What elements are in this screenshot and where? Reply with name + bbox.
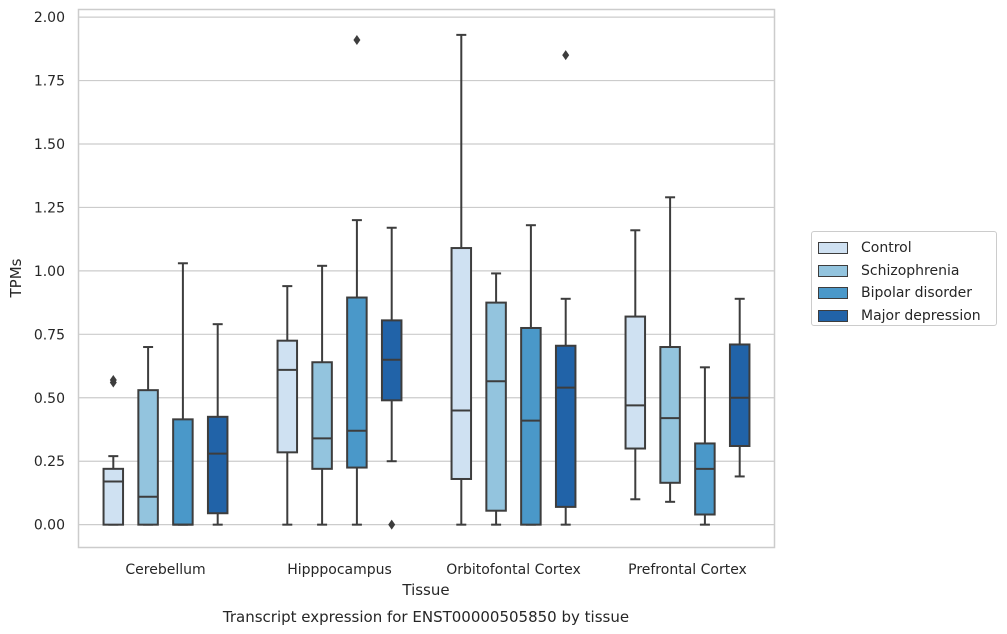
box-body: [102, 467, 125, 526]
box-major-depression: [554, 50, 577, 526]
box-body: [624, 315, 647, 450]
box-body: [206, 415, 229, 515]
box-schizophrenia: [311, 264, 333, 526]
y-tick-labels: 0.00 0.25 0.50 0.75 1.00 1.25 1.50 1.75 2.00: [34, 10, 65, 534]
legend-swatch-schizophrenia: [818, 264, 848, 277]
x-axis-label: Tissue: [401, 581, 449, 599]
box-control: [102, 375, 125, 526]
box-body: [276, 339, 299, 454]
x-tick-labels: Cerebellum Hipppocampus Orbitofontal Corte…: [125, 562, 746, 578]
box-control: [276, 285, 299, 526]
y-tick-label: 1.00: [34, 264, 65, 280]
box-bipolar-disorder: [694, 366, 716, 526]
legend-swatch-control: [818, 242, 848, 255]
box-body: [311, 361, 333, 470]
legend-label: Major depression: [861, 307, 981, 324]
legend-label: Control: [861, 240, 912, 257]
box-bipolar-disorder: [346, 34, 368, 526]
box-body: [728, 343, 751, 447]
outlier-point: [353, 34, 361, 45]
box-body: [346, 296, 368, 469]
box-body: [554, 344, 577, 508]
legend: Control Schizophrenia Bipolar disorder M…: [811, 231, 997, 326]
y-tick-label: 2.00: [34, 10, 65, 26]
legend-swatch-bipolar-disorder: [818, 287, 848, 300]
box-body: [137, 389, 159, 526]
gridlines: [78, 16, 775, 526]
box-control: [450, 33, 473, 526]
x-tick-label: Orbitofontal Cortex: [446, 562, 581, 578]
box-control: [624, 229, 647, 501]
legend-item-control: Control: [818, 237, 996, 260]
outlier-point: [562, 50, 570, 61]
y-tick-label: 0.25: [34, 454, 65, 470]
box-body: [172, 418, 194, 526]
y-tick-label: 0.75: [34, 327, 65, 343]
box-major-depression: [380, 226, 403, 530]
box-body: [520, 326, 542, 526]
box-schizophrenia: [137, 346, 159, 526]
box-body: [659, 346, 681, 484]
box-schizophrenia: [485, 272, 507, 526]
x-tick-label: Prefrontal Cortex: [628, 562, 747, 578]
plot-frame: [77, 8, 776, 549]
legend-item-bipolar-disorder: Bipolar disorder: [818, 282, 996, 305]
outlier-point: [388, 519, 396, 530]
box-bipolar-disorder: [520, 224, 542, 526]
box-body: [485, 301, 507, 512]
legend-label: Bipolar disorder: [861, 285, 973, 302]
x-tick-label: Cerebellum: [125, 562, 205, 578]
box-bipolar-disorder: [172, 262, 194, 526]
outlier-point: [109, 375, 117, 386]
legend-item-major-depression: Major depression: [818, 305, 996, 328]
y-tick-label: 1.25: [34, 200, 65, 216]
y-tick-label: 0.50: [34, 391, 65, 407]
x-tick-label: Hipppocampus: [287, 562, 392, 578]
y-tick-label: 0.00: [34, 518, 65, 534]
box-schizophrenia: [659, 196, 681, 503]
y-tick-label: 1.75: [34, 74, 65, 90]
legend-swatch-major-depression: [818, 309, 848, 322]
legend-label: Schizophrenia: [861, 262, 960, 279]
plot-boxes: [102, 33, 751, 530]
box-major-depression: [728, 297, 751, 478]
box-body: [450, 247, 473, 480]
legend-item-schizophrenia: Schizophrenia: [818, 260, 996, 283]
y-tick-label: 1.50: [34, 137, 65, 153]
box-body: [694, 442, 716, 516]
box-major-depression: [206, 323, 229, 526]
chart-title: Transcript expression for ENST0000050585…: [222, 608, 629, 626]
y-axis-label: TPMs: [7, 258, 25, 298]
